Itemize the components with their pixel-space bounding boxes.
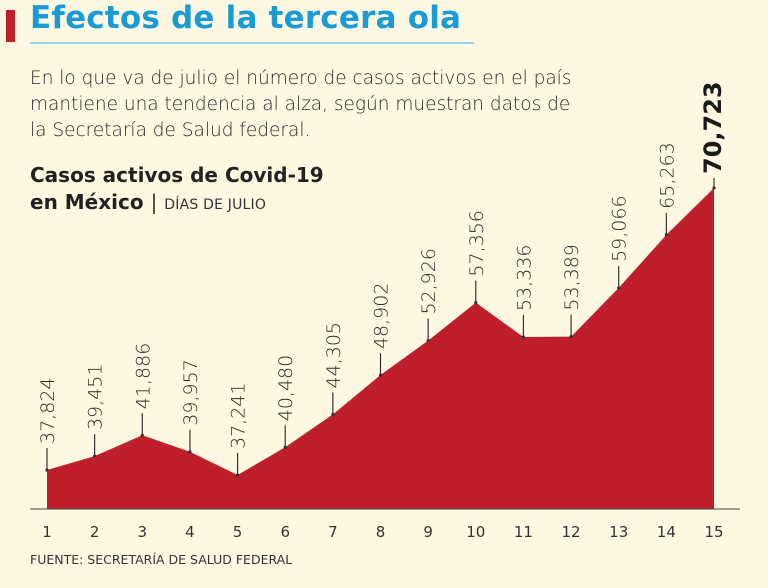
data-point: [331, 412, 335, 417]
x-tick-label: 9: [423, 523, 433, 541]
data-label: 37,824: [37, 378, 59, 444]
data-label: 52,926: [418, 248, 440, 314]
data-label: 70,723: [699, 81, 727, 174]
x-tick-label: 6: [280, 523, 290, 541]
headline-rule: [30, 42, 474, 44]
data-label: 48,902: [371, 283, 393, 349]
chart-title-line1: Casos activos de Covid-19: [30, 163, 324, 187]
x-tick-label: 8: [376, 523, 386, 541]
chart-title: Casos activos de Covid-19 en México | DÍ…: [30, 162, 324, 219]
data-point: [235, 473, 240, 477]
chart-title-line2-text: en México: [30, 190, 144, 214]
x-axis-ticks: 1 2 3 4 5 6 7 8 9 10 11 12 13 14 15: [42, 523, 723, 541]
data-point: [664, 233, 668, 237]
x-tick-label: 5: [233, 523, 243, 541]
data-label: 37,241: [228, 383, 250, 449]
intro-text: En lo que va de julio el número de casos…: [30, 68, 572, 141]
data-point: [378, 373, 383, 377]
x-tick-label: 4: [185, 523, 195, 541]
x-tick-label: 2: [90, 523, 100, 541]
data-label: 40,480: [275, 355, 297, 421]
x-tick-label: 10: [466, 523, 485, 541]
data-point: [474, 300, 478, 305]
data-point: [93, 454, 97, 458]
x-tick-label: 15: [704, 523, 723, 541]
data-point: [188, 450, 192, 454]
data-point: [283, 445, 287, 449]
x-tick-label: 14: [657, 523, 676, 541]
data-label: 53,336: [513, 245, 535, 311]
data-label: 39,957: [180, 359, 202, 425]
data-point: [712, 186, 716, 190]
chart-title-separator: |: [150, 190, 158, 214]
source-note: FUENTE: SECRETARÍA DE SALUD FEDERAL: [30, 552, 293, 567]
data-label: 44,305: [323, 322, 345, 388]
data-point: [140, 433, 144, 437]
data-point: [426, 338, 430, 343]
data-point: [569, 334, 573, 339]
data-label: 57,356: [466, 210, 488, 276]
data-point: [617, 286, 621, 290]
data-label: 59,066: [609, 195, 631, 261]
area-series: [47, 188, 714, 509]
chart-subtitle: DÍAS DE JULIO: [164, 197, 267, 213]
chart-title-line2: en México | DÍAS DE JULIO: [30, 189, 324, 219]
x-tick-label: 1: [42, 523, 52, 541]
headline-accent-bar: [6, 10, 15, 42]
chart-marks: 37,824 39,451 41,886 39,957 37,241 40,480 44,3…: [37, 81, 727, 477]
data-point: [45, 468, 49, 472]
x-tick-label: 13: [609, 523, 628, 541]
headline: Efectos de la tercera ola: [30, 0, 462, 36]
data-label: 53,389: [561, 244, 583, 310]
x-tick-label: 7: [328, 523, 338, 541]
data-label: 65,263: [656, 142, 678, 208]
data-label: 41,886: [132, 343, 154, 409]
x-tick-label: 11: [514, 523, 533, 541]
data-point: [521, 335, 526, 339]
data-label: 39,451: [85, 364, 107, 430]
x-tick-label: 12: [562, 523, 581, 541]
x-tick-label: 3: [138, 523, 148, 541]
